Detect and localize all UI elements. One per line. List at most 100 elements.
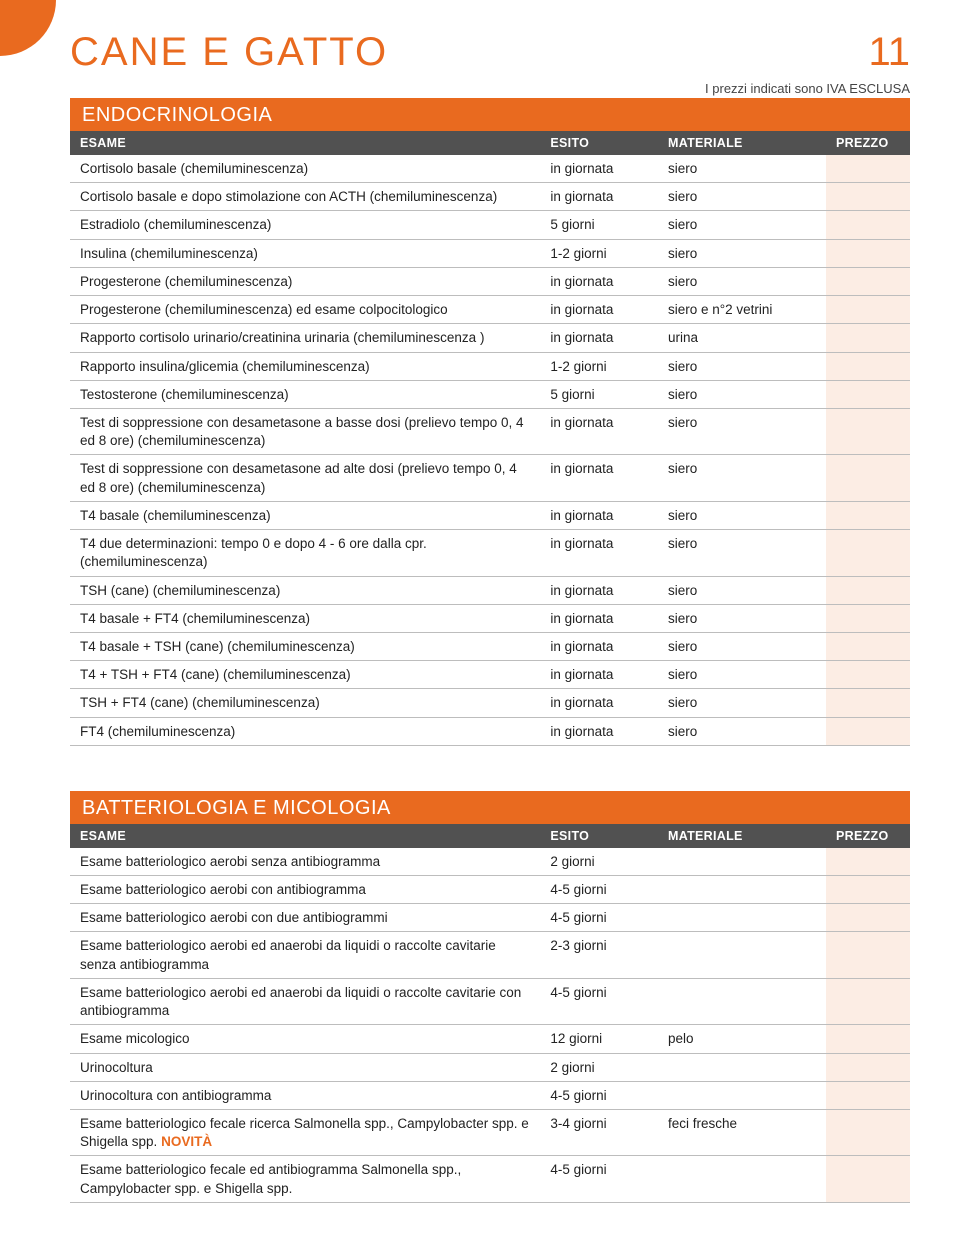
cell-esame: Cortisolo basale (chemiluminescenza): [70, 155, 540, 183]
cell-materiale: siero: [658, 576, 826, 604]
table-row: Testosterone (chemiluminescenza)5 giorni…: [70, 380, 910, 408]
page-title: CANE E GATTO: [70, 30, 388, 75]
cell-esame: Esame batteriologico aerobi ed anaerobi …: [70, 932, 540, 978]
table-row: Esame batteriologico fecale ricerca Salm…: [70, 1110, 910, 1156]
cell-materiale: siero: [658, 689, 826, 717]
cell-materiale: siero: [658, 408, 826, 454]
cell-esito: in giornata: [540, 604, 658, 632]
cell-esito: in giornata: [540, 661, 658, 689]
cell-prezzo: [826, 1053, 910, 1081]
table-row: Esame batteriologico aerobi senza antibi…: [70, 848, 910, 876]
table-row: Esame batteriologico fecale ed antibiogr…: [70, 1156, 910, 1202]
table-row: Urinocoltura2 giorni: [70, 1053, 910, 1081]
cell-esito: 12 giorni: [540, 1025, 658, 1053]
cell-esame: Esame batteriologico aerobi ed anaerobi …: [70, 978, 540, 1024]
cell-esito: 3-4 giorni: [540, 1110, 658, 1156]
cell-esame: T4 basale + FT4 (chemiluminescenza): [70, 604, 540, 632]
table-row: Test di soppressione con desametasone a …: [70, 408, 910, 454]
cell-esame: Insulina (chemiluminescenza): [70, 239, 540, 267]
cell-esame: Cortisolo basale e dopo stimolazione con…: [70, 183, 540, 211]
cell-esito: in giornata: [540, 324, 658, 352]
section-header: BATTERIOLOGIA E MICOLOGIA: [70, 791, 910, 824]
cell-esame: Esame batteriologico fecale ricerca Salm…: [70, 1110, 540, 1156]
cell-esito: in giornata: [540, 296, 658, 324]
cell-esito: 4-5 giorni: [540, 876, 658, 904]
cell-materiale: urina: [658, 324, 826, 352]
table-row: Progesterone (chemiluminescenza)in giorn…: [70, 267, 910, 295]
cell-esito: 2-3 giorni: [540, 932, 658, 978]
cell-esame: Esame batteriologico aerobi con antibiog…: [70, 876, 540, 904]
cell-materiale: siero: [658, 211, 826, 239]
cell-materiale: [658, 1053, 826, 1081]
table-row: Rapporto insulina/glicemia (chemilumines…: [70, 352, 910, 380]
cell-esame: Progesterone (chemiluminescenza) ed esam…: [70, 296, 540, 324]
cell-prezzo: [826, 876, 910, 904]
table-row: Esame batteriologico aerobi con antibiog…: [70, 876, 910, 904]
table-row: FT4 (chemiluminescenza)in giornatasiero: [70, 717, 910, 745]
cell-prezzo: [826, 501, 910, 529]
column-header-prezzo: PREZZO: [826, 824, 910, 848]
cell-esito: in giornata: [540, 408, 658, 454]
cell-materiale: siero: [658, 501, 826, 529]
cell-prezzo: [826, 155, 910, 183]
cell-esame: Rapporto insulina/glicemia (chemilumines…: [70, 352, 540, 380]
cell-materiale: siero: [658, 717, 826, 745]
cell-esame: FT4 (chemiluminescenza): [70, 717, 540, 745]
cell-esito: in giornata: [540, 632, 658, 660]
cell-materiale: siero e n°2 vetrini: [658, 296, 826, 324]
cell-materiale: siero: [658, 239, 826, 267]
cell-materiale: [658, 978, 826, 1024]
table-row: Cortisolo basale e dopo stimolazione con…: [70, 183, 910, 211]
cell-prezzo: [826, 932, 910, 978]
cell-esito: in giornata: [540, 717, 658, 745]
cell-prezzo: [826, 1025, 910, 1053]
cell-prezzo: [826, 632, 910, 660]
column-header-esame: ESAME: [70, 824, 540, 848]
table-row: Insulina (chemiluminescenza)1-2 giornisi…: [70, 239, 910, 267]
cell-prezzo: [826, 1156, 910, 1202]
table-row: T4 + TSH + FT4 (cane) (chemiluminescenza…: [70, 661, 910, 689]
cell-materiale: [658, 932, 826, 978]
cell-prezzo: [826, 408, 910, 454]
section-header: ENDOCRINOLOGIA: [70, 98, 910, 131]
cell-materiale: siero: [658, 352, 826, 380]
cell-prezzo: [826, 717, 910, 745]
column-header-esito: ESITO: [540, 824, 658, 848]
cell-materiale: siero: [658, 267, 826, 295]
table-row: Urinocoltura con antibiogramma4-5 giorni: [70, 1081, 910, 1109]
page-number: 11: [868, 30, 910, 75]
cell-materiale: siero: [658, 661, 826, 689]
cell-esame: Urinocoltura con antibiogramma: [70, 1081, 540, 1109]
cell-materiale: pelo: [658, 1025, 826, 1053]
cell-esame: T4 + TSH + FT4 (cane) (chemiluminescenza…: [70, 661, 540, 689]
cell-esame: TSH (cane) (chemiluminescenza): [70, 576, 540, 604]
cell-prezzo: [826, 904, 910, 932]
cell-esame: Testosterone (chemiluminescenza): [70, 380, 540, 408]
cell-esame: Progesterone (chemiluminescenza): [70, 267, 540, 295]
cell-esame: Rapporto cortisolo urinario/creatinina u…: [70, 324, 540, 352]
table-row: T4 due determinazioni: tempo 0 e dopo 4 …: [70, 530, 910, 576]
cell-esito: 4-5 giorni: [540, 1156, 658, 1202]
table-row: Esame micologico12 giornipelo: [70, 1025, 910, 1053]
cell-esame: TSH + FT4 (cane) (chemiluminescenza): [70, 689, 540, 717]
column-header-prezzo: PREZZO: [826, 131, 910, 155]
cell-esame: Test di soppressione con desametasone a …: [70, 408, 540, 454]
column-header-materiale: MATERIALE: [658, 131, 826, 155]
cell-esame: Urinocoltura: [70, 1053, 540, 1081]
cell-prezzo: [826, 183, 910, 211]
table-row: Estradiolo (chemiluminescenza)5 giornisi…: [70, 211, 910, 239]
cell-esito: 2 giorni: [540, 1053, 658, 1081]
cell-esito: 4-5 giorni: [540, 904, 658, 932]
cell-esito: in giornata: [540, 183, 658, 211]
cell-prezzo: [826, 1081, 910, 1109]
table-row: Test di soppressione con desametasone ad…: [70, 455, 910, 501]
cell-prezzo: [826, 239, 910, 267]
column-header-esito: ESITO: [540, 131, 658, 155]
table-row: TSH (cane) (chemiluminescenza)in giornat…: [70, 576, 910, 604]
cell-materiale: siero: [658, 380, 826, 408]
table-row: T4 basale + FT4 (chemiluminescenza)in gi…: [70, 604, 910, 632]
price-table: ESAMEESITOMATERIALEPREZZOEsame batteriol…: [70, 824, 910, 1203]
cell-materiale: siero: [658, 455, 826, 501]
cell-prezzo: [826, 1110, 910, 1156]
cell-esame: Estradiolo (chemiluminescenza): [70, 211, 540, 239]
